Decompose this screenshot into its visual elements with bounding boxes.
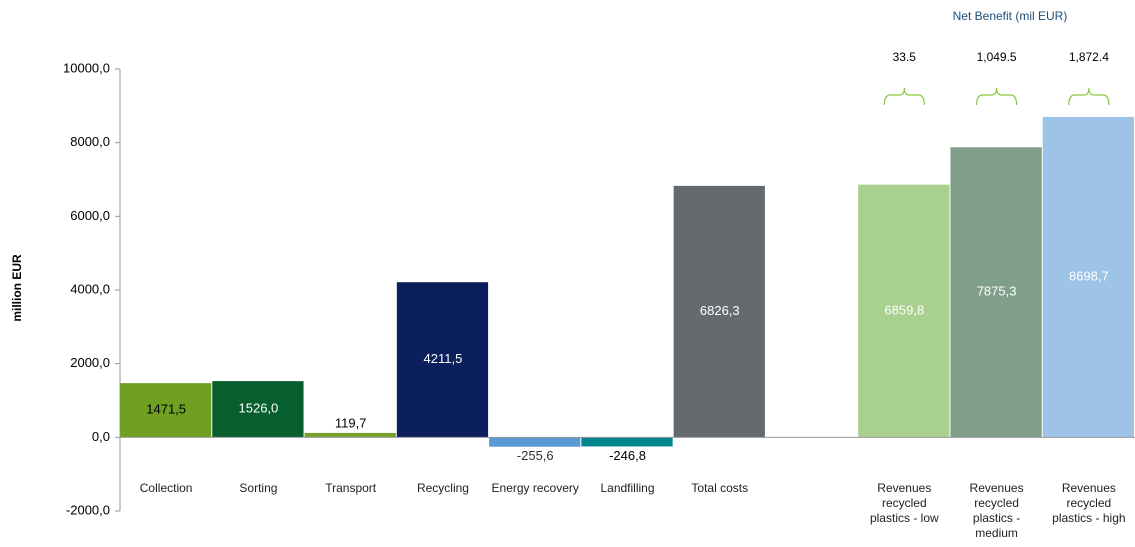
y-tick-label: -2000,0 xyxy=(66,502,110,517)
y-tick-label: 6000,0 xyxy=(70,208,110,223)
bar xyxy=(489,437,581,447)
bar xyxy=(212,381,304,438)
value-label: 1526,0 xyxy=(239,401,279,416)
y-tick-label: 10000,0 xyxy=(63,60,110,75)
x-tick-label: Revenues recycled plastics - high xyxy=(1052,481,1126,525)
y-tick-label: 8000,0 xyxy=(70,134,110,149)
value-label: -255,6 xyxy=(517,448,554,463)
net-benefit-label: 1,872.4 xyxy=(1069,50,1109,64)
net-benefit-label: 1,049.5 xyxy=(977,50,1017,64)
value-label: -246,8 xyxy=(609,448,646,463)
bracket xyxy=(975,87,1018,106)
value-label: 119,7 xyxy=(335,415,367,430)
x-tick-label: Landfilling xyxy=(600,481,655,495)
bar xyxy=(1042,116,1134,438)
x-tick-label: Sorting xyxy=(239,481,278,495)
bar xyxy=(673,185,765,438)
x-tick-label: Collection xyxy=(139,481,193,495)
x-tick-label: Revenues recycled plastics - medium xyxy=(969,481,1024,540)
x-tick-label: Recycling xyxy=(416,481,469,495)
value-label: 6859,8 xyxy=(884,302,924,317)
bar xyxy=(581,437,673,447)
x-tick-label: Total costs xyxy=(691,481,749,495)
bar xyxy=(120,383,212,438)
net-benefit-title: Net Benefit (mil EUR) xyxy=(953,9,1068,23)
value-label: 7875,3 xyxy=(977,284,1017,299)
value-label: 6826,3 xyxy=(700,303,740,318)
bar xyxy=(304,432,396,438)
value-label: 1471,5 xyxy=(146,402,186,417)
bar xyxy=(396,282,489,438)
x-tick-label: Transport xyxy=(325,481,377,495)
bar xyxy=(858,184,950,438)
bar xyxy=(950,147,1042,438)
y-axis-title: million EUR xyxy=(10,254,24,322)
y-tick-label: 2000,0 xyxy=(70,355,110,370)
value-label: 8698,7 xyxy=(1069,269,1109,284)
x-tick-label: Revenues recycled plastics - low xyxy=(869,481,939,525)
y-tick-label: 4000,0 xyxy=(70,281,110,296)
x-tick-label: Energy recovery xyxy=(491,481,579,495)
net-benefit-label: 33.5 xyxy=(893,50,917,64)
value-label: 4211,5 xyxy=(424,351,463,366)
bracket xyxy=(1068,87,1110,106)
y-tick-label: 0,0 xyxy=(92,429,110,444)
bracket xyxy=(883,87,925,106)
